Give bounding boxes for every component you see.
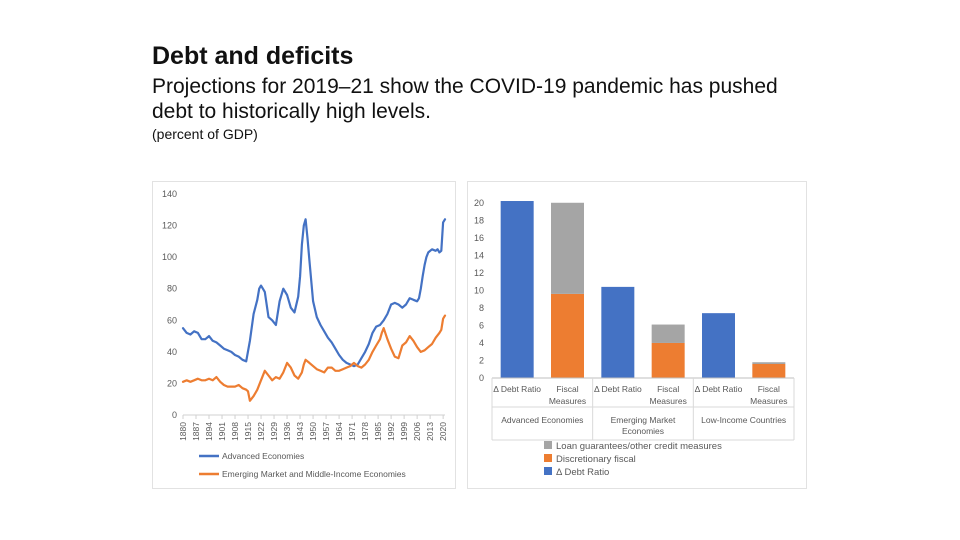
x-category-label: Δ Debt Ratio bbox=[695, 384, 743, 394]
x-tick-label: 1992 bbox=[386, 422, 396, 441]
legend-swatch-2 bbox=[544, 467, 552, 475]
x-group-label: Emerging Market bbox=[611, 415, 676, 425]
x-category-label: Fiscal bbox=[657, 384, 679, 394]
y-tick-label: 6 bbox=[479, 320, 484, 330]
legend-label-1: Emerging Market and Middle-Income Econom… bbox=[222, 469, 406, 479]
x-tick-label: 1971 bbox=[347, 422, 357, 441]
legend-label-1: Discretionary fiscal bbox=[556, 454, 636, 465]
x-category-label: Fiscal bbox=[556, 384, 578, 394]
line-chart-panel: 0 20 40 60 80 100 120 140 1880 1887 1894 1901 1908 19… bbox=[152, 181, 456, 489]
bar-chart-panel: 0 2 4 6 8 10 12 14 16 18 20 Δ Debt Ratio Fiscal Measu… bbox=[467, 181, 807, 489]
x-group-label: Low-Income Countries bbox=[701, 415, 786, 425]
x-tick-label: 1936 bbox=[282, 422, 292, 441]
bar-segment-1 bbox=[651, 342, 685, 378]
y-tick-label: 140 bbox=[162, 189, 177, 199]
y-tick-label: 60 bbox=[167, 315, 177, 325]
page-subtitle: Projections for 2019–21 show the COVID-1… bbox=[152, 75, 778, 123]
x-tick-label: 1985 bbox=[373, 422, 383, 441]
y-tick-label: 2 bbox=[479, 355, 484, 365]
y-tick-label: 120 bbox=[162, 221, 177, 231]
x-tick-label: 1894 bbox=[204, 422, 214, 441]
y-tick-label: 80 bbox=[167, 284, 177, 294]
page-title: Debt and deficits bbox=[152, 42, 354, 70]
x-category-label: Δ Debt Ratio bbox=[493, 384, 541, 394]
y-tick-label: 0 bbox=[479, 373, 484, 383]
bar-segment-2 bbox=[752, 362, 786, 364]
x-category-label: Measures bbox=[650, 396, 687, 406]
x-tick-label: 2006 bbox=[412, 422, 422, 441]
bar-segment-0 bbox=[500, 201, 534, 378]
x-tick-label: 1964 bbox=[334, 422, 344, 441]
x-tick-label: 1915 bbox=[243, 422, 253, 441]
x-tick-label: 1950 bbox=[308, 422, 318, 441]
x-category-label: Fiscal bbox=[758, 384, 780, 394]
fiscal-bar-chart: 0 2 4 6 8 10 12 14 16 18 20 Δ Debt Ratio Fiscal Measu… bbox=[474, 198, 795, 478]
x-group-label: Economies bbox=[622, 426, 664, 436]
y-tick-label: 4 bbox=[479, 338, 484, 348]
bar-segment-2 bbox=[651, 324, 685, 343]
y-tick-label: 10 bbox=[474, 285, 484, 295]
series-line-1 bbox=[181, 314, 447, 402]
y-tick-label: 100 bbox=[162, 252, 177, 262]
x-tick-label: 2020 bbox=[438, 422, 448, 441]
x-tick-label: 1929 bbox=[269, 422, 279, 441]
y-tick-label: 20 bbox=[474, 198, 484, 208]
y-tick-label: 20 bbox=[167, 378, 177, 388]
bar-segment-2 bbox=[551, 202, 584, 294]
y-tick-label: 16 bbox=[474, 233, 484, 243]
x-tick-label: 1880 bbox=[178, 422, 188, 441]
legend-label-0: Advanced Economies bbox=[222, 451, 304, 461]
x-tick-label: 1922 bbox=[256, 422, 266, 441]
x-tick-label: 1943 bbox=[295, 422, 305, 441]
y-tick-label: 12 bbox=[474, 268, 484, 278]
y-tick-label: 18 bbox=[474, 215, 484, 225]
x-category-label: Δ Debt Ratio bbox=[594, 384, 642, 394]
x-tick-label: 1908 bbox=[230, 422, 240, 441]
y-tick-label: 0 bbox=[172, 410, 177, 420]
x-category-label: Measures bbox=[549, 396, 586, 406]
x-tick-label: 1887 bbox=[191, 422, 201, 441]
bar-segment-1 bbox=[551, 293, 584, 378]
legend-swatch-1 bbox=[544, 454, 552, 462]
legend-label-0: Loan guarantees/other credit measures bbox=[556, 441, 722, 452]
x-tick-label: 1999 bbox=[399, 422, 409, 441]
legend-swatch-0 bbox=[544, 441, 552, 449]
x-tick-label: 2013 bbox=[425, 422, 435, 441]
y-tick-label: 14 bbox=[474, 250, 484, 260]
x-category-label: Measures bbox=[750, 396, 787, 406]
bar-segment-0 bbox=[601, 286, 635, 378]
x-tick-label: 1957 bbox=[321, 422, 331, 441]
bar-segment-0 bbox=[702, 313, 735, 378]
y-tick-label: 40 bbox=[167, 347, 177, 357]
x-group-label: Advanced Economies bbox=[501, 415, 583, 425]
bar-segment-1 bbox=[752, 363, 786, 378]
unit-label: (percent of GDP) bbox=[152, 126, 258, 142]
series-line-0 bbox=[181, 218, 447, 368]
legend-label-2: Δ Debt Ratio bbox=[556, 467, 609, 478]
x-tick-label: 1978 bbox=[360, 422, 370, 441]
x-tick-label: 1901 bbox=[217, 422, 227, 441]
y-tick-label: 8 bbox=[479, 303, 484, 313]
